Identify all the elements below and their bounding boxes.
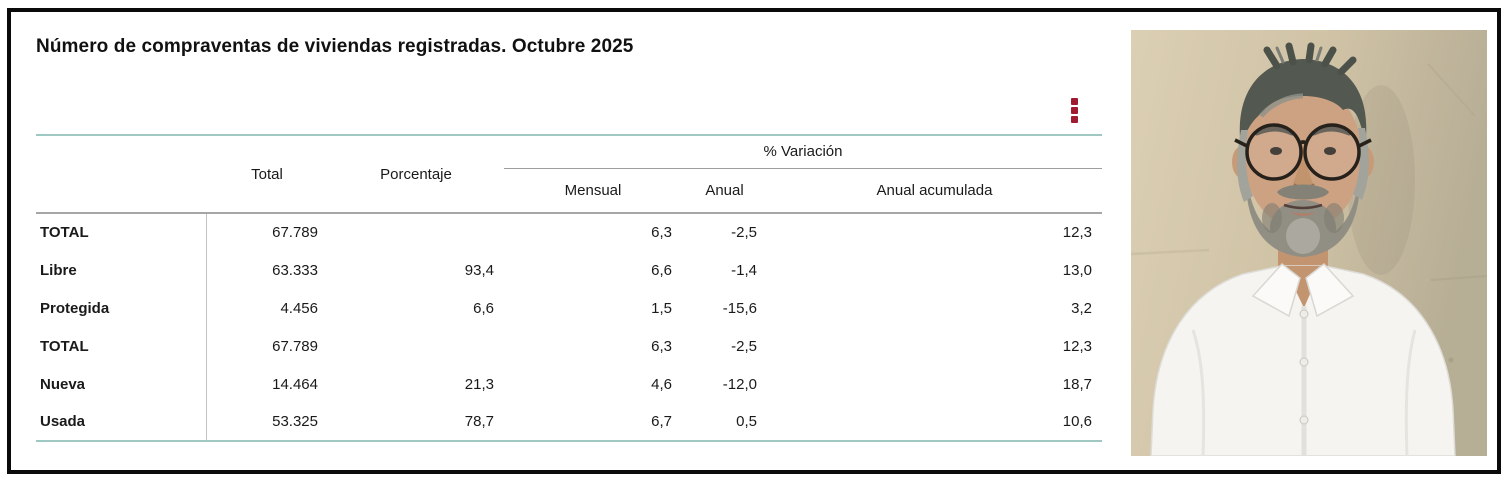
corner-header — [36, 134, 206, 214]
cell-total: 53.325 — [206, 403, 328, 442]
glasses-bridge — [1297, 140, 1309, 146]
cell-anual-acumulada: 12,3 — [1062, 337, 1092, 355]
col-header-porcentaje: Porcentaje — [328, 134, 504, 214]
cell-porcentaje: 78,7 — [328, 403, 504, 442]
collar-right — [1305, 262, 1355, 318]
cell-anual: -1,4 — [731, 261, 757, 279]
col-header-anual: Anual — [682, 168, 767, 214]
cell-mensual: 6,3 — [651, 224, 672, 241]
table-row: Protegida 4.456 6,6 1,5 -15,6 3,2 — [36, 289, 1102, 327]
row-label: Nueva — [36, 365, 207, 403]
row-label: Libre — [36, 251, 207, 289]
kebab-dot — [1071, 98, 1078, 105]
mustache — [1277, 184, 1329, 200]
hair — [1239, 59, 1367, 148]
cell-anual-acumulada: 12,3 — [1062, 224, 1092, 241]
cell-porcentaje: 93,4 — [464, 261, 494, 279]
cell-mensual: 4,6 — [651, 375, 672, 393]
shirt-button — [1299, 415, 1309, 425]
left-eyebrow — [1254, 126, 1295, 136]
cell-mensual: 6,6 — [651, 261, 672, 279]
glasses-left-lens — [1245, 123, 1303, 181]
cell-anual: -2,5 — [731, 337, 757, 355]
table-row: Nueva 14.464 21,3 4,6 -12,0 18,7 — [36, 365, 1102, 403]
cell-total: 67.789 — [272, 224, 318, 241]
row-label: TOTAL — [36, 327, 207, 365]
page-frame: Número de compraventas de viviendas regi… — [7, 8, 1501, 474]
col-header-anual-acumulada: Anual acumulada — [767, 168, 1102, 214]
housing-sales-table: Total Porcentaje % Variación Mensual Anu… — [36, 134, 1102, 442]
cell-mensual: 6,3 — [651, 337, 672, 355]
mouth — [1283, 203, 1323, 210]
kebab-dot — [1071, 107, 1078, 114]
cell-total: 67.789 — [272, 337, 318, 355]
cell-total: 4.456 — [280, 299, 318, 317]
cell-anual: -2,5 — [731, 224, 757, 241]
col-group-variacion: % Variación — [504, 134, 1102, 169]
cell-anual-acumulada: 18,7 — [1062, 375, 1092, 393]
col-header-mensual: Mensual — [504, 168, 682, 214]
cell-anual: -15,6 — [722, 299, 757, 317]
nose — [1293, 148, 1313, 187]
glasses-right-lens — [1303, 123, 1361, 181]
page-title: Número de compraventas de viviendas regi… — [36, 36, 634, 57]
row-label: Protegida — [36, 289, 207, 327]
kebab-dot — [1071, 116, 1078, 123]
cell-anual-acumulada: 3,2 — [1071, 299, 1092, 317]
shirt-button — [1299, 357, 1309, 367]
cell-anual: 0,5 — [682, 403, 767, 442]
collar-left — [1251, 262, 1301, 318]
glasses-temples — [1234, 138, 1372, 148]
cell-mensual: 6,7 — [504, 403, 682, 442]
cell-total: 14.464 — [272, 375, 318, 393]
cell-porcentaje: 6,6 — [473, 299, 494, 317]
table-row: TOTAL 67.789 6,3 -2,5 12,3 — [36, 213, 1102, 251]
cell-mensual: 1,5 — [651, 299, 672, 317]
left-eye — [1270, 147, 1282, 155]
cell-porcentaje: 21,3 — [464, 375, 494, 393]
portrait-illustration — [1131, 30, 1487, 456]
cell-porcentaje — [328, 213, 504, 251]
table-row: Usada 53.325 78,7 6,7 0,5 10,6 — [36, 403, 1102, 442]
cell-total: 63.333 — [272, 261, 318, 279]
table-row: Libre 63.333 93,4 6,6 -1,4 13,0 — [36, 251, 1102, 289]
row-label: TOTAL — [36, 213, 207, 251]
cell-anual-acumulada: 10,6 — [767, 403, 1102, 442]
cell-anual-acumulada: 13,0 — [1062, 261, 1092, 279]
kebab-vertical-icon[interactable] — [1069, 96, 1080, 125]
right-eye — [1324, 147, 1336, 155]
cell-anual: -12,0 — [722, 375, 757, 393]
wall-crack — [1427, 63, 1476, 117]
cell-porcentaje — [328, 327, 504, 365]
right-eyebrow — [1311, 126, 1352, 136]
col-header-total: Total — [206, 134, 328, 214]
shirt-button — [1299, 309, 1309, 319]
portrait-photo — [1131, 30, 1487, 456]
row-label: Usada — [36, 403, 207, 442]
table-row: TOTAL 67.789 6,3 -2,5 12,3 — [36, 327, 1102, 365]
